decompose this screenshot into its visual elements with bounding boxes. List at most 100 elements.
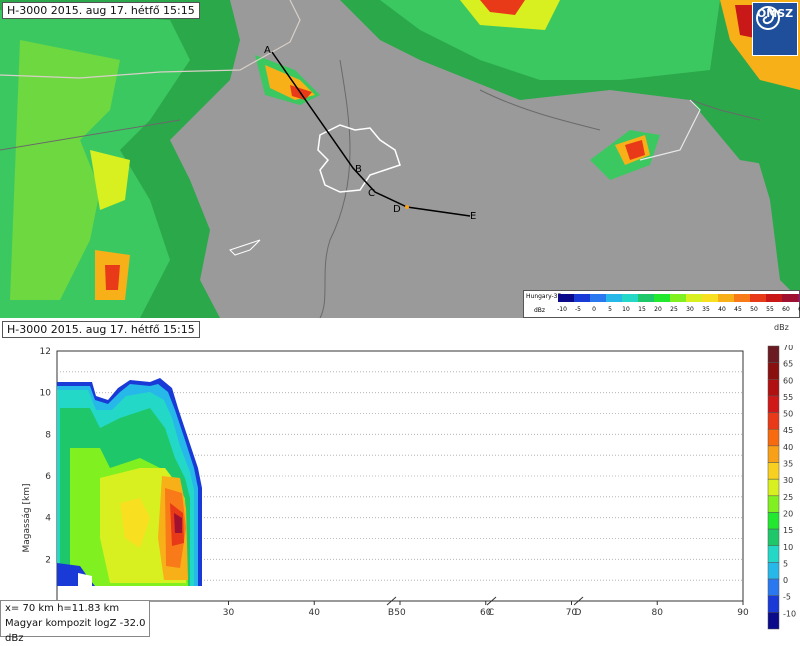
colorbar-segment	[767, 612, 780, 630]
legend-swatches	[558, 294, 800, 302]
legend-swatch	[782, 294, 798, 302]
legend-swatch	[734, 294, 750, 302]
y-tick-label: 2	[45, 555, 51, 565]
legend-ticks: -10-50510152025303540455055606570	[554, 306, 800, 313]
legend-tick: 0	[592, 306, 596, 313]
colorbar-tick-label: 10	[783, 543, 793, 552]
legend-swatch	[622, 294, 638, 302]
legend-swatch	[718, 294, 734, 302]
colorbar-segment	[767, 362, 780, 380]
legend-tick: -5	[575, 306, 581, 313]
budapest-outline	[317, 124, 401, 193]
x-tick-label: 30	[223, 608, 235, 618]
colorbar-tick-label: 50	[783, 410, 793, 419]
legend-tick: 25	[670, 306, 678, 313]
colorbar-tick-label: 5	[783, 559, 788, 568]
legend-swatch	[750, 294, 766, 302]
colorbar-tick-label: 25	[783, 493, 793, 502]
map-title: H-3000 2015. aug 17. hétfő 15:15	[2, 2, 200, 19]
route-point-d	[405, 205, 409, 209]
y-tick-label: 4	[45, 514, 51, 524]
legend-swatch	[702, 294, 718, 302]
x-tick-label: 90	[737, 608, 749, 618]
route-marker-c: C	[488, 608, 494, 618]
legend-tick: 20	[654, 306, 662, 313]
colorbar-tick-label: 15	[783, 526, 793, 535]
y-axis-label: Magasság [km]	[22, 484, 32, 553]
legend-swatch	[558, 294, 574, 302]
route-marker-b: B	[388, 608, 394, 618]
colorbar-tick-label: -5	[783, 593, 791, 602]
legend-tick: 55	[766, 306, 774, 313]
colorbar-segment	[767, 545, 780, 563]
legend-tick: 5	[608, 306, 612, 313]
colorbar-tick-label: 40	[783, 443, 793, 452]
section-route-markers: B C D	[386, 596, 584, 618]
route-point-b: B	[355, 164, 362, 175]
map-features	[0, 59, 761, 318]
legend-tick: 10	[622, 306, 630, 313]
colorbar-segment	[767, 478, 780, 497]
radar-map-canvas: A B C D E	[0, 0, 800, 318]
route-point-c: C	[368, 188, 375, 199]
y-tick-label: 12	[40, 347, 51, 357]
legend-swatch	[638, 294, 654, 302]
legend-swatch	[654, 294, 670, 302]
y-axis-ticks: 2 4 6 8 10 12	[40, 347, 52, 565]
route-marker-tick	[386, 596, 397, 606]
route-marker-tick	[573, 596, 584, 606]
colorbar-segment	[767, 445, 780, 463]
colorbar-tick-label: 20	[783, 509, 793, 518]
precipitation-areas	[0, 0, 800, 318]
x-tick-label: 60	[480, 608, 492, 618]
colorbar-segment	[767, 512, 780, 530]
legend-swatch	[574, 294, 590, 302]
country-border-east	[639, 99, 701, 161]
legend-swatch	[606, 294, 622, 302]
route-marker-d: D	[575, 608, 582, 618]
legend-swatch	[798, 294, 800, 302]
map-legend: Hungary-3D dBz -10 -5 0 5 10 15 20 25 30 35 40 45 50…	[523, 290, 800, 318]
radar-map: A B C D E H-3000 2015. aug 17. hétfő 15:…	[0, 0, 800, 318]
legend-unit: dBz	[534, 307, 546, 314]
colorbar-segment	[767, 345, 780, 363]
section-title: H-3000 2015. aug 17. hétfő 15:15	[2, 321, 200, 338]
legend-tick: 50	[750, 306, 758, 313]
legend-tick: 60	[782, 306, 790, 313]
legend-swatch	[670, 294, 686, 302]
colorbar-segment	[767, 379, 780, 397]
colorbar-unit: dBz	[774, 323, 789, 332]
route-labels: A B C D E	[264, 45, 476, 222]
cursor-position-readout: x= 70 km h=11.83 km	[5, 603, 120, 614]
legend-tick: 45	[734, 306, 742, 313]
x-tick-label: 40	[309, 608, 321, 618]
omsz-logo-icon: OMSZ	[752, 2, 798, 56]
reflectivity-echo	[57, 378, 202, 586]
colorbar-tick-label: 45	[783, 426, 793, 435]
colorbar-tick-label: 55	[783, 393, 793, 402]
legend-tick: 35	[702, 306, 710, 313]
colorbar-segment	[767, 428, 780, 447]
x-tick-label: 70	[566, 608, 578, 618]
legend-swatch	[686, 294, 702, 302]
colorbar-tick-label: 35	[783, 460, 793, 469]
colorbar-segment	[767, 595, 780, 613]
route-point-e: E	[470, 211, 476, 222]
logo-swirl-icon	[756, 6, 780, 30]
cross-section-route	[271, 51, 471, 217]
cursor-info-box: x= 70 km h=11.83 km Magyar kompozit logZ…	[0, 600, 150, 644]
y-tick-label: 8	[45, 430, 51, 440]
colorbar-segment	[767, 562, 780, 580]
legend-tick: 15	[638, 306, 646, 313]
composite-value-readout: Magyar kompozit logZ -32.0 dBz	[5, 618, 146, 644]
legend-region: Hungary-3D	[526, 293, 563, 300]
legend-swatch	[766, 294, 782, 302]
route-point-d: D	[393, 204, 401, 215]
y-tick-label: 6	[45, 472, 51, 482]
legend-tick: -10	[557, 306, 567, 313]
colorbar-segment	[767, 412, 780, 430]
route-marker-tick	[486, 596, 497, 606]
